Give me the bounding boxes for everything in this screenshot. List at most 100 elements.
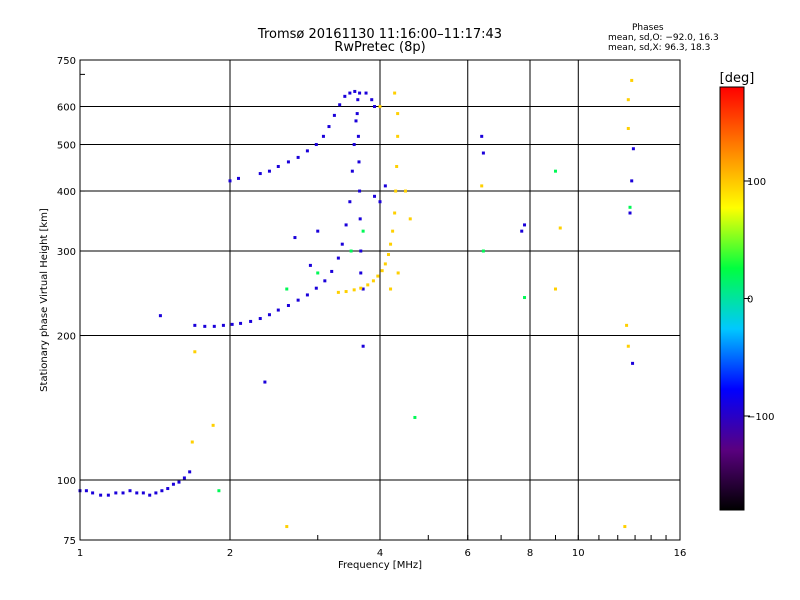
data-point (383, 262, 387, 266)
data-point (553, 169, 557, 173)
grid-lines (80, 60, 680, 540)
data-point (296, 155, 300, 159)
data-point (154, 491, 158, 495)
data-point (296, 298, 300, 302)
data-point (171, 482, 175, 486)
data-point (316, 271, 320, 275)
data-point (359, 286, 363, 290)
data-point (344, 223, 348, 227)
data-point (626, 98, 630, 102)
colorbar-tick-label: −100 (747, 412, 774, 423)
data-point (305, 293, 309, 297)
phase-box-line-x: mean, sd,X: 96.3, 18.3 (608, 43, 711, 53)
data-point (160, 489, 164, 493)
data-point (190, 440, 194, 444)
data-point (628, 205, 632, 209)
y-tick-label: 600 (57, 103, 76, 114)
data-point (383, 184, 387, 188)
data-point (354, 119, 358, 123)
chart-subtitle: RwPretec (8p) (334, 40, 426, 55)
data-point (378, 200, 382, 204)
data-point (327, 125, 331, 129)
y-tick-label: 400 (57, 187, 76, 198)
data-point (520, 229, 524, 233)
data-point (373, 194, 377, 198)
data-point (626, 344, 630, 348)
data-point (395, 164, 399, 168)
data-point (308, 263, 312, 267)
data-point (293, 236, 297, 240)
data-point (332, 113, 336, 117)
data-point (182, 476, 186, 480)
data-point (338, 103, 342, 107)
data-point (481, 249, 485, 253)
data-point (626, 126, 630, 130)
y-tick-label: 200 (57, 332, 76, 343)
x-tick-label: 8 (527, 548, 533, 559)
data-point (361, 344, 365, 348)
data-point (523, 223, 527, 227)
data-point (336, 290, 340, 294)
data-point (413, 415, 417, 419)
data-point (121, 491, 125, 495)
data-point (353, 89, 357, 93)
data-point (336, 256, 340, 260)
data-point (358, 91, 362, 95)
data-point (623, 525, 627, 529)
data-points (78, 78, 635, 529)
x-tick-label: 6 (465, 548, 471, 559)
data-point (321, 134, 325, 138)
data-point (228, 179, 232, 183)
colorbar-label: [deg] (720, 71, 755, 86)
data-point (558, 226, 562, 230)
data-point (211, 423, 215, 427)
data-point (355, 112, 359, 116)
data-point (630, 78, 634, 82)
data-point (396, 271, 400, 275)
data-point (276, 164, 280, 168)
data-point (389, 287, 393, 291)
data-point (193, 323, 197, 327)
data-point (352, 143, 356, 147)
data-point (258, 317, 262, 321)
data-point (380, 269, 384, 273)
data-point (323, 279, 327, 283)
data-point (141, 491, 145, 495)
data-point (286, 303, 290, 307)
data-point (258, 172, 262, 176)
data-point (305, 149, 309, 153)
data-point (631, 147, 635, 151)
data-point (396, 134, 400, 138)
data-point (285, 525, 289, 529)
data-point (148, 493, 152, 497)
data-point (276, 308, 280, 312)
data-point (553, 287, 557, 291)
x-tick-label: 10 (572, 548, 585, 559)
y-tick-label: 300 (57, 247, 76, 258)
phase-box-line-o: mean, sd,O: −92.0, 16.3 (608, 33, 719, 43)
data-point (106, 493, 110, 497)
data-point (364, 91, 368, 95)
data-point (361, 229, 365, 233)
data-point (239, 321, 243, 325)
y-tick-label: 750 (57, 56, 76, 67)
data-point (267, 313, 271, 317)
y-tick-label: 500 (57, 141, 76, 152)
data-point (177, 480, 181, 484)
data-point (357, 160, 361, 164)
y-tick-label: 100 (57, 476, 76, 487)
data-point (285, 287, 289, 291)
x-axis: 1 2 4 6 8 10 16 (77, 535, 686, 559)
data-point (267, 169, 271, 173)
data-point (212, 324, 216, 328)
data-point (350, 169, 354, 173)
data-point (166, 487, 170, 491)
data-point (352, 288, 356, 292)
colorbar: [deg] 100 0 −100 (719, 71, 774, 511)
data-point (316, 229, 320, 233)
data-point (330, 269, 334, 273)
data-point (343, 94, 347, 98)
data-point (389, 242, 393, 246)
